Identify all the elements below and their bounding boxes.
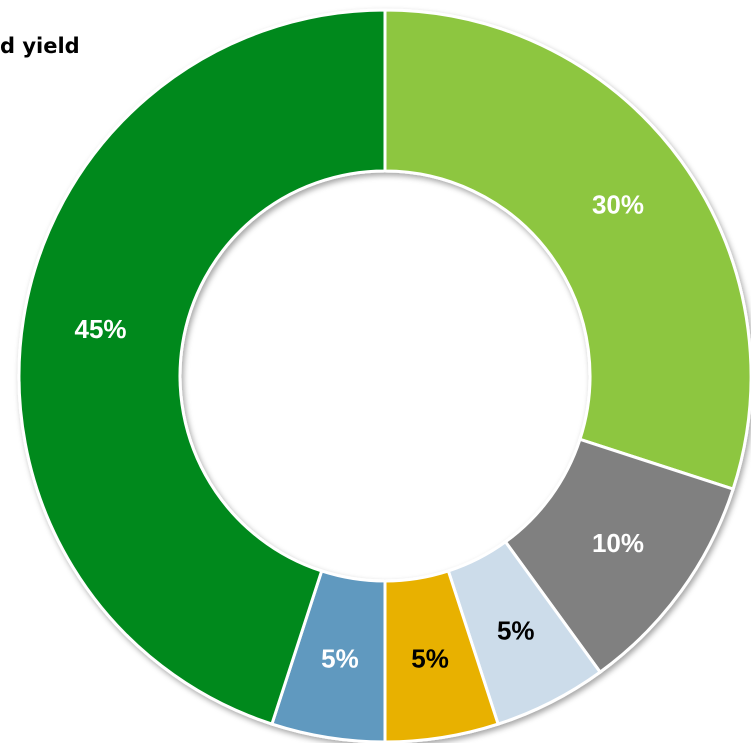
slice (17, 8, 387, 726)
donut (17, 8, 751, 743)
chart-title: d yield (0, 34, 80, 58)
labels: 30% 10% 5% 5% 5% 45% (75, 190, 644, 674)
data-label: 10% (592, 528, 644, 558)
data-label: 30% (592, 190, 644, 220)
data-label: 5% (497, 615, 535, 645)
slice (383, 8, 751, 491)
data-label: 45% (75, 314, 127, 344)
data-label: 5% (411, 643, 449, 673)
data-label: 5% (321, 643, 359, 673)
